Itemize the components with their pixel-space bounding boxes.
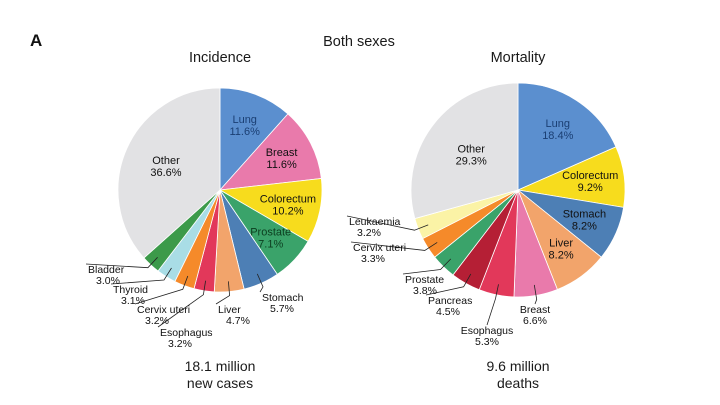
incidence-leader-liver xyxy=(215,281,231,305)
incidence-label-breast: Breast 11.6% xyxy=(266,147,298,171)
mortality-label-lung: Lung 18.4% xyxy=(542,118,573,142)
incidence-slice-lung xyxy=(219,87,289,192)
incidence-label-thyroid: Thyroid 3.1% xyxy=(113,284,148,307)
mortality-label-cervix-uteri: Cervix uteri 3.3% xyxy=(353,242,406,265)
incidence-leader-bladder xyxy=(85,257,158,269)
mortality-slice-other xyxy=(410,82,519,220)
mortality-label-leukaemia: Leukaemia 3.2% xyxy=(349,216,401,239)
mortality-pie: Lung 18.4% Colorectum 9.2% Stomach 8.2% Liver 8… xyxy=(346,82,626,348)
mortality-leader-breast xyxy=(533,284,538,305)
mortality-title: Mortality xyxy=(491,50,547,66)
mortality-label-breast: Breast 6.6% xyxy=(520,304,550,327)
incidence-label-prostate: Prostate 7.1% xyxy=(250,226,291,250)
mortality-label-esophagus: Esophagus 5.3% xyxy=(461,325,514,348)
mortality-label-liver: Liver 8.2% xyxy=(549,238,574,262)
incidence-label-lung: Lung 11.6% xyxy=(230,114,261,138)
mortality-leader-cervix-uteri xyxy=(350,241,438,251)
mortality-total-line1: 9.6 million xyxy=(486,358,549,374)
panel-label: A xyxy=(30,31,42,50)
incidence-slice-breast xyxy=(219,113,322,191)
incidence-label-esophagus: Esophagus 3.2% xyxy=(160,327,213,350)
mortality-label-other: Other 29.3% xyxy=(456,143,487,167)
incidence-label-liver: Liver 4.7% xyxy=(218,304,250,327)
incidence-label-other: Other 36.6% xyxy=(150,155,181,179)
incidence-total-line1: 18.1 million xyxy=(185,358,256,374)
mortality-leader-prostate xyxy=(402,258,452,275)
mortality-label-pancreas: Pancreas 4.5% xyxy=(428,295,472,318)
incidence-title: Incidence xyxy=(189,50,251,66)
incidence-label-cervix-uteri: Cervix uteri 3.2% xyxy=(137,304,190,327)
mortality-label-prostate: Prostate 3.8% xyxy=(405,274,444,297)
mortality-total-line2: deaths xyxy=(497,375,539,391)
mortality-label-colorectum: Colorectum 9.2% xyxy=(562,170,618,194)
mortality-leader-leukaemia xyxy=(346,215,429,231)
incidence-total-line2: new cases xyxy=(187,375,253,391)
incidence-leader-stomach xyxy=(256,273,264,293)
figure-header: Both sexes xyxy=(323,34,395,50)
incidence-pie: Lung 11.6%Breast 11.6% Colorectum 10.2% Prost… xyxy=(85,87,323,350)
mortality-leader-esophagus xyxy=(486,284,499,326)
incidence-leader-cervix-uteri xyxy=(134,275,189,305)
incidence-label-stomach: Stomach 5.7% xyxy=(262,292,304,315)
incidence-leader-esophagus xyxy=(157,280,206,328)
incidence-slice-other xyxy=(117,87,221,259)
incidence-label-colorectum: Colorectum 10.2% xyxy=(260,193,316,217)
incidence-leader-thyroid xyxy=(110,267,172,285)
mortality-label-stomach: Stomach 8.2% xyxy=(563,209,606,233)
mortality-leader-pancreas xyxy=(425,273,472,296)
incidence-label-bladder: Bladder 3.0% xyxy=(88,264,125,287)
mortality-slice-lung xyxy=(517,82,617,191)
